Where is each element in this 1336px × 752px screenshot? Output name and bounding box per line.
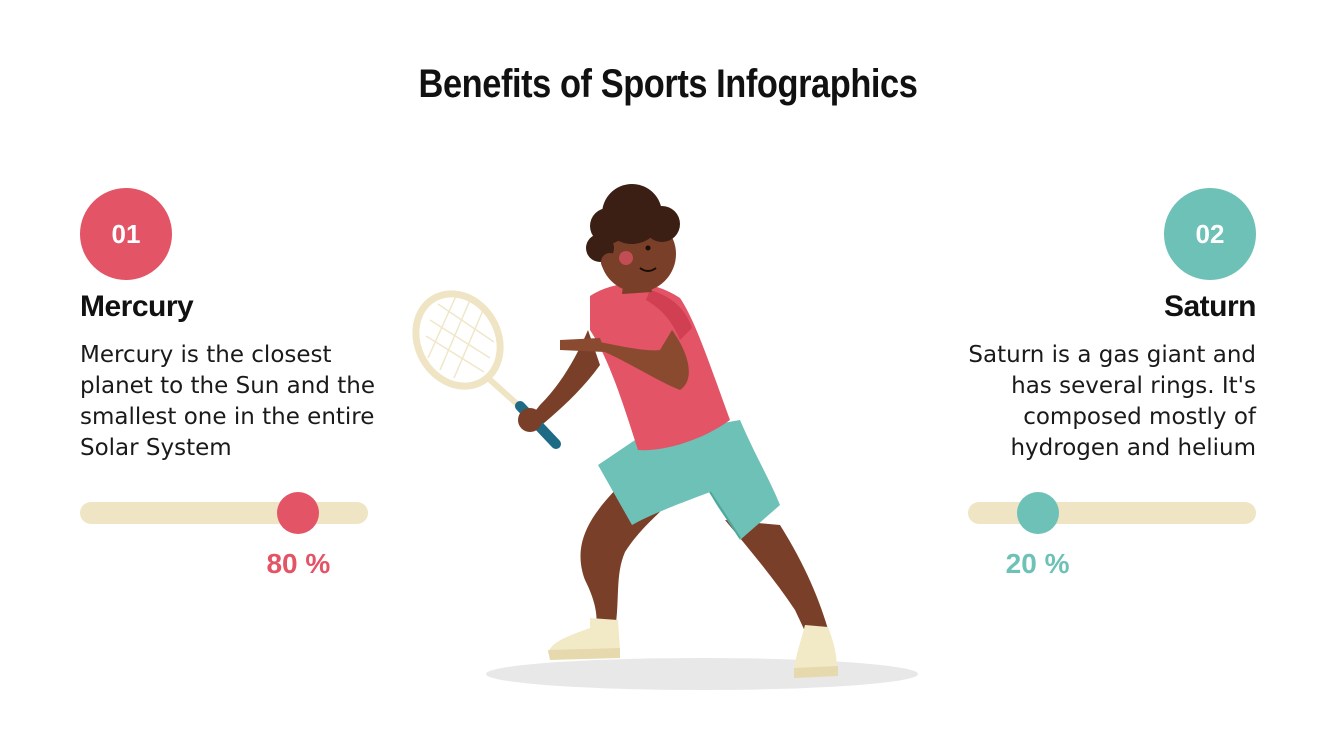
item-heading-mercury: Mercury xyxy=(80,290,194,323)
front-leg xyxy=(725,520,830,642)
smile xyxy=(639,267,657,272)
hand xyxy=(518,408,542,432)
number-badge-01: 01 xyxy=(80,188,172,280)
progress-slider-mercury xyxy=(80,492,368,534)
front-shoe xyxy=(794,625,837,674)
front-arm xyxy=(590,330,689,390)
percent-label-mercury: 80 % xyxy=(266,548,331,579)
eye xyxy=(645,245,651,251)
cheek xyxy=(619,251,633,265)
back-leg xyxy=(580,480,672,630)
slider-knob-mercury xyxy=(277,492,320,534)
racket-head xyxy=(412,290,504,390)
number-badge-02: 02 xyxy=(1164,188,1256,280)
tennis-player-illustration xyxy=(412,184,918,690)
item-description-mercury: Mercury is the closest planet to the Sun… xyxy=(80,342,375,461)
item-heading-saturn: Saturn xyxy=(1163,290,1257,323)
progress-slider-saturn xyxy=(968,492,1256,534)
slider-knob-saturn xyxy=(1016,492,1059,534)
percent-label-saturn: 20 % xyxy=(1005,548,1070,579)
page-title: Benefits of Sports Infographics xyxy=(418,62,918,106)
back-shoe xyxy=(548,618,620,654)
item-description-saturn: Saturn is a gas giant and has several ri… xyxy=(968,342,1256,461)
back-arm xyxy=(528,330,600,428)
ground-shadow xyxy=(486,658,918,690)
